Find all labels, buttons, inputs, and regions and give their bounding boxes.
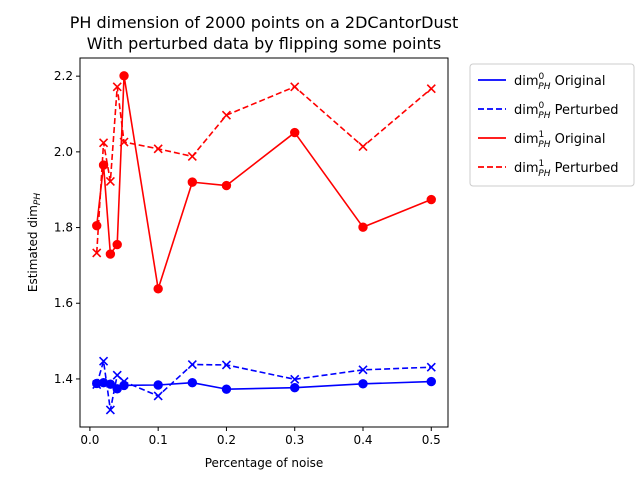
data-point-2-0 xyxy=(92,220,102,231)
legend: dim0 PH Original dim0 PH Perturbed dim1 PH Or… xyxy=(469,63,635,187)
data-point-3-10 xyxy=(426,84,436,94)
y-tick-label: 1.4 xyxy=(54,372,73,386)
x-tick-label: 0.2 xyxy=(217,433,236,447)
y-axis-label: Estimated dimPH xyxy=(26,193,43,293)
data-point-2-3 xyxy=(112,239,122,250)
y-tick-label: 2.0 xyxy=(54,145,73,159)
data-point-3-0 xyxy=(92,248,102,258)
x-tick-label: 0.1 xyxy=(149,433,168,447)
data-point-0-6 xyxy=(187,378,198,388)
data-point-3-2 xyxy=(105,176,115,186)
data-point-3-5 xyxy=(153,144,163,154)
y-tick-label: 1.6 xyxy=(54,296,73,310)
data-point-2-9 xyxy=(358,222,368,232)
data-point-3-1 xyxy=(98,138,109,148)
plot-series xyxy=(92,71,436,415)
legend-entry-3: dim1 PH Perturbed xyxy=(478,159,619,179)
legend-label-0: dim0 PH Original xyxy=(514,72,605,92)
legend-entry-0: dim0 PH Original xyxy=(478,72,605,92)
data-point-1-5 xyxy=(153,391,163,401)
data-point-3-9 xyxy=(358,141,368,152)
data-point-2-4 xyxy=(119,71,129,81)
y-tick-label: 2.2 xyxy=(54,69,73,83)
data-point-1-1 xyxy=(98,356,109,366)
series-3 xyxy=(92,82,436,258)
data-point-3-4 xyxy=(119,137,129,147)
x-tick-label: 0.0 xyxy=(80,433,99,447)
x-tick-label: 0.3 xyxy=(285,433,304,447)
chart-subtitle: With perturbed data by flipping some poi… xyxy=(87,34,442,53)
data-point-2-6 xyxy=(187,177,198,187)
data-point-1-6 xyxy=(187,359,197,370)
data-point-2-5 xyxy=(153,284,163,294)
data-point-2-2 xyxy=(105,249,116,259)
y-tick-label: 1.8 xyxy=(54,221,73,235)
data-point-2-8 xyxy=(290,127,300,138)
legend-entries: dim0 PH Original dim0 PH Perturbed dim1 PH Or… xyxy=(478,72,619,179)
series-2 xyxy=(92,71,436,294)
data-point-2-7 xyxy=(221,180,232,191)
x-tick-label: 0.4 xyxy=(353,433,372,447)
axis-ticks: 0.0 0.1 0.2 0.3 0.4 0.5 1.4 1.6 1.8 2.0 2.2 xyxy=(54,69,441,447)
data-point-1-4 xyxy=(119,377,129,387)
chart-title: PH dimension of 2000 points on a 2DCanto… xyxy=(70,13,459,32)
data-point-1-8 xyxy=(290,374,300,384)
data-point-0-10 xyxy=(426,376,436,387)
series-1 xyxy=(92,356,436,415)
data-point-0-8 xyxy=(290,382,300,393)
legend-label-3: dim1 PH Perturbed xyxy=(514,159,619,179)
data-point-0-5 xyxy=(153,380,163,390)
data-point-1-10 xyxy=(426,362,436,372)
x-tick-label: 0.5 xyxy=(422,433,441,447)
data-point-0-7 xyxy=(221,384,232,394)
data-point-1-9 xyxy=(358,365,368,375)
legend-label-2: dim1 PH Original xyxy=(514,130,605,150)
data-point-3-8 xyxy=(290,82,300,92)
data-point-1-0 xyxy=(92,380,102,390)
legend-entry-1: dim0 PH Perturbed xyxy=(478,101,619,121)
data-point-0-9 xyxy=(358,379,368,389)
series-0 xyxy=(92,376,436,394)
legend-label-1: dim0 PH Perturbed xyxy=(514,101,619,121)
x-axis-label: Percentage of noise xyxy=(205,456,324,470)
data-point-3-6 xyxy=(187,151,197,161)
data-point-3-7 xyxy=(221,110,232,120)
data-point-2-10 xyxy=(426,194,436,205)
data-point-1-7 xyxy=(221,360,232,370)
legend-entry-2: dim1 PH Original xyxy=(478,130,605,150)
data-point-1-2 xyxy=(105,405,115,415)
plot-frame xyxy=(79,57,449,428)
legend-box xyxy=(469,63,635,187)
data-point-3-3 xyxy=(112,82,122,92)
